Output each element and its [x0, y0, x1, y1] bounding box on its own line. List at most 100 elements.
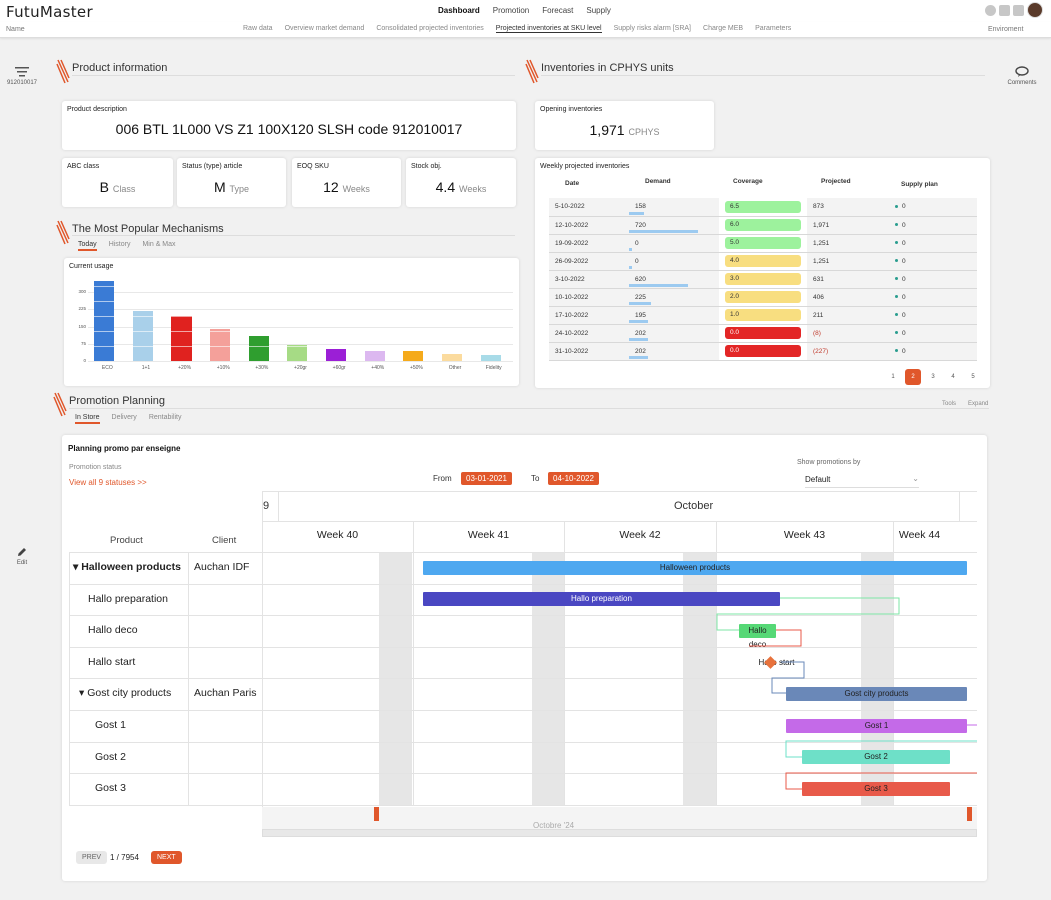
tab-charge-meb[interactable]: Charge MEB — [703, 25, 744, 32]
gantt-row-label[interactable]: Gost 3 — [95, 782, 126, 795]
users-icon[interactable] — [999, 4, 1010, 16]
table-row[interactable]: 26-09-2022 0 4.0 1,251 0 — [549, 252, 977, 271]
nav-promotion[interactable]: Promotion — [492, 6, 530, 15]
avatar[interactable] — [1027, 2, 1043, 18]
row-divider — [69, 583, 977, 585]
nav-supply[interactable]: Supply — [586, 6, 611, 15]
page-4[interactable]: 4 — [951, 374, 955, 380]
table-row[interactable]: 10-10-2022 225 2.0 406 0 — [549, 288, 977, 307]
tab-rentability[interactable]: Rentability — [148, 414, 182, 421]
eoq-value: 12 — [323, 179, 339, 195]
table-row[interactable]: 24-10-2022 202 0.0 (8) 0 — [549, 324, 977, 343]
environment-label: Enviroment — [988, 26, 1024, 33]
scroller-handle-right[interactable] — [967, 806, 972, 821]
inventories-title-text: Inventories in CPHYS units — [541, 62, 674, 74]
gantt-row-label[interactable]: ▾ Halloween products — [73, 561, 181, 573]
table-row[interactable]: 31-10-2022 202 0.0 (227) 0 — [549, 342, 977, 361]
expand-link[interactable]: Expand — [968, 401, 989, 407]
col-coverage[interactable]: Coverage — [733, 178, 763, 185]
help-icon[interactable] — [1013, 4, 1024, 16]
cell-projected: 1,251 — [807, 234, 889, 253]
col-date[interactable]: Date — [565, 180, 580, 187]
prev-button[interactable]: PREV — [76, 851, 108, 864]
gantt-bar[interactable]: Gost 3 — [802, 782, 950, 796]
coverage-pill: 4.0 — [725, 255, 801, 267]
demand-bar — [629, 355, 648, 359]
comments-label: Comments — [1007, 80, 1037, 86]
pencil-icon[interactable] — [16, 546, 28, 558]
gantt-row-label[interactable]: Hallo start — [88, 655, 136, 668]
show-by-select[interactable]: Default ⌄ — [805, 474, 919, 488]
tab-projected-sku[interactable]: Projected inventories at SKU level — [495, 25, 602, 33]
y-tick-label: 300 — [78, 289, 86, 295]
comments-control[interactable]: Comments — [1004, 66, 1040, 86]
gantt-bar[interactable]: Gost 2 — [802, 750, 950, 765]
tools-link[interactable]: Tools — [942, 401, 957, 407]
page-5[interactable]: 5 — [971, 374, 975, 380]
table-row[interactable]: 5-10-2022 158 6.5 873 0 — [549, 198, 977, 217]
tab-history[interactable]: History — [108, 241, 131, 248]
col-projected[interactable]: Projected — [821, 178, 851, 185]
table-row[interactable]: 3-10-2022 620 3.0 631 0 — [549, 270, 977, 289]
table-row[interactable]: 12-10-2022 720 6.0 1,971 0 — [549, 216, 977, 235]
scroller-handle-left[interactable] — [374, 806, 379, 821]
tab-min-max[interactable]: Min & Max — [142, 241, 176, 248]
page-3[interactable]: 3 — [931, 374, 935, 380]
next-button[interactable]: NEXT — [151, 851, 182, 864]
edit-control[interactable]: Edit — [8, 546, 36, 566]
inventories-table-wrap[interactable]: 5-10-2022 158 6.5 873 0 12-10-2022 720 6.0 1,971… — [549, 198, 981, 362]
col-client: Client — [212, 535, 237, 546]
tab-consolidated-projected[interactable]: Consolidated projected inventories — [376, 25, 484, 32]
view-statuses-link[interactable]: View all 9 statuses >> — [69, 478, 147, 487]
supply-dot — [895, 349, 898, 353]
scrollbar[interactable] — [262, 828, 977, 837]
tab-today[interactable]: Today — [78, 241, 97, 251]
gantt-bar[interactable]: Hallo deco — [739, 624, 776, 649]
gear-icon[interactable] — [985, 4, 996, 16]
gantt-bar[interactable]: Gost city products — [786, 687, 967, 702]
name-label: Name — [6, 26, 25, 33]
cell-supply: 0 — [889, 198, 977, 217]
col-supply-plan[interactable]: Supply plan — [901, 181, 938, 188]
cell-date: 3-10-2022 — [549, 270, 629, 289]
gantt-row-label[interactable]: Hallo preparation — [88, 592, 168, 605]
comments-icon[interactable] — [1015, 66, 1029, 78]
tab-parameters[interactable]: Parameters — [755, 25, 792, 32]
gantt-row-label[interactable]: Gost 2 — [95, 750, 126, 763]
tab-raw-data[interactable]: Raw data — [243, 25, 273, 32]
x-tick-label: +30% — [255, 365, 269, 371]
tab-delivery[interactable]: Delivery — [111, 414, 137, 421]
filter-control[interactable]: 912010017 — [4, 66, 40, 86]
value: 720 — [635, 221, 646, 229]
page-1[interactable]: 1 — [891, 374, 895, 380]
gantt-bar[interactable]: Hallo preparation — [423, 592, 780, 607]
gantt-row-label[interactable]: Hallo deco — [88, 624, 138, 637]
gantt-row-label[interactable]: ▾ Gost city products — [79, 687, 172, 700]
table-row[interactable]: 17-10-2022 195 1.0 211 0 — [549, 306, 977, 325]
bar-ECO — [94, 280, 115, 361]
abc-label: ABC class — [67, 163, 100, 170]
filter-icon[interactable] — [14, 66, 30, 78]
table-row[interactable]: 19-09-2022 0 5.0 1,251 0 — [549, 234, 977, 253]
value: 195 — [635, 311, 646, 319]
from-date[interactable]: 03-01-2021 — [461, 472, 512, 485]
gantt-row-label[interactable]: Gost 1 — [95, 719, 126, 731]
nav-forecast[interactable]: Forecast — [542, 6, 574, 15]
tab-overview-market-demand[interactable]: Overview market demand — [284, 25, 365, 32]
timeline-scroller[interactable]: Octobre '24 — [262, 806, 977, 837]
cell-date: 17-10-2022 — [549, 306, 629, 325]
tab-in-store[interactable]: In Store — [75, 414, 100, 424]
col-demand[interactable]: Demand — [645, 178, 671, 185]
tab-supply-risks[interactable]: Supply risks alarm [SRA] — [613, 25, 692, 32]
gantt-bar[interactable]: Gost 1 — [786, 718, 967, 733]
brush-icon — [56, 59, 70, 84]
cell-coverage: 5.0 — [719, 234, 807, 253]
nav-dashboard[interactable]: Dashboard — [438, 6, 480, 15]
page-2[interactable]: 2 — [905, 369, 921, 385]
gantt-bar[interactable]: Halloween products — [423, 560, 967, 575]
value: 202 — [635, 329, 646, 337]
gridline — [88, 309, 513, 311]
demand-bar — [629, 247, 633, 251]
value: 0 — [635, 239, 639, 247]
to-date[interactable]: 04-10-2022 — [548, 472, 599, 485]
